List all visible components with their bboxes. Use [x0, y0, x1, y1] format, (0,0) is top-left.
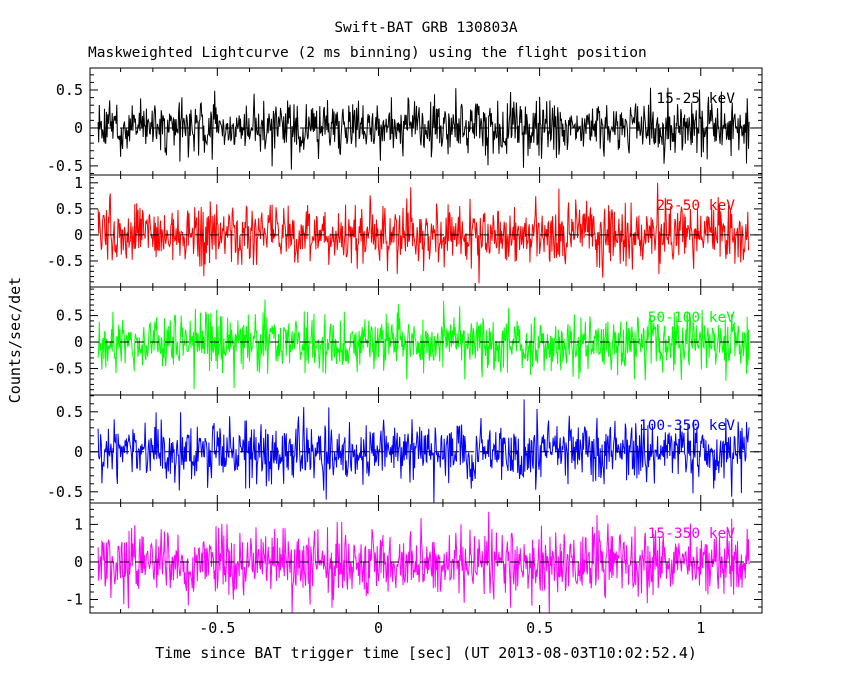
x-tick-label: -0.5 — [199, 619, 235, 637]
energy-band-label: 15-350 keV — [648, 526, 736, 542]
y-tick-label: -0.5 — [47, 252, 83, 270]
x-tick-label: 1 — [696, 619, 705, 637]
series-100-350-keV — [97, 399, 750, 503]
y-tick-label: 0 — [74, 119, 83, 137]
y-tick-label: 1 — [74, 515, 83, 533]
y-tick-label: 0 — [74, 553, 83, 571]
y-tick-label: -0.5 — [47, 157, 83, 175]
panel-15-350-keV: -1 0 1 15-350 keV — [65, 502, 763, 614]
y-tick-label: -1 — [65, 590, 83, 608]
y-tick-label: 0.5 — [56, 81, 83, 99]
energy-band-label: 15-25 keV — [656, 91, 735, 107]
plot-title: Swift-BAT GRB 130803A — [334, 20, 518, 36]
panel-frame — [89, 502, 763, 614]
y-tick-label: 0 — [74, 226, 83, 244]
energy-band-label: 25-50 keV — [656, 198, 735, 214]
plot-subtitle: Maskweighted Lightcurve (2 ms binning) u… — [88, 45, 647, 61]
y-tick-label: -0.5 — [47, 483, 83, 501]
series-25-50-keV — [97, 182, 750, 284]
energy-band-label: 100-350 keV — [639, 418, 735, 434]
series-50-100-keV — [97, 299, 750, 390]
panel-50-100-keV: -0.5 0 0.5 50-100 keV — [47, 286, 763, 396]
panel-100-350-keV: -0.5 0 0.5 100-350 keV — [47, 394, 763, 504]
energy-band-label: 50-100 keV — [648, 310, 736, 326]
y-axis-label: Counts/sec/det — [6, 277, 24, 403]
y-tick-label: 1 — [74, 174, 83, 192]
series-15-25-keV — [97, 87, 750, 170]
y-tick-label: 0.5 — [56, 403, 83, 421]
y-tick-label: 0.5 — [56, 200, 83, 218]
y-tick-label: 0.5 — [56, 307, 83, 325]
y-tick-label: 0 — [74, 443, 83, 461]
y-tick-label: 0 — [74, 333, 83, 351]
y-tick-label: -0.5 — [47, 360, 83, 378]
panel-25-50-keV: -0.5 0 0.5 1 25-50 keV — [47, 174, 763, 288]
series-15-350-keV — [97, 511, 750, 613]
x-tick-label: 0.5 — [526, 619, 553, 637]
x-axis-label: Time since BAT trigger time [sec] (UT 20… — [155, 644, 697, 662]
x-tick-label: 0 — [374, 619, 383, 637]
panel-15-25-keV: -0.5 0 0.5 15-25 keV — [47, 67, 763, 176]
